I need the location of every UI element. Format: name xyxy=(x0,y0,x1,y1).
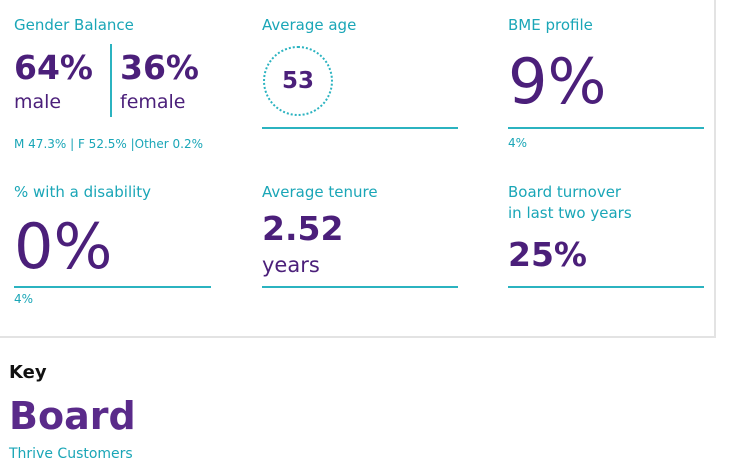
average-age-label: Average age xyxy=(262,16,357,34)
disability-rule xyxy=(14,286,211,288)
board-turnover-value: 25% xyxy=(508,235,587,274)
male-label: male xyxy=(14,91,62,113)
average-age-value: 53 xyxy=(281,68,314,94)
average-tenure-label: Average tenure xyxy=(262,183,378,201)
bme-rule xyxy=(508,127,704,129)
female-label: female xyxy=(120,91,186,113)
board-turnover-label-line1: Board turnover xyxy=(508,183,622,201)
average-tenure-value: 2.52 xyxy=(262,209,344,248)
average-age-circle: 53 xyxy=(263,46,333,116)
bme-profile-value: 9% xyxy=(508,45,607,118)
key-board-title: Board xyxy=(9,394,136,438)
gender-divider xyxy=(110,44,112,117)
disability-value: 0% xyxy=(14,210,113,283)
key-subtitle: Thrive Customers xyxy=(9,446,133,462)
bme-note: 4% xyxy=(508,136,528,150)
board-turnover-label-line2: in last two years xyxy=(508,204,632,222)
male-percent: 64% xyxy=(14,48,93,87)
bme-profile-label: BME profile xyxy=(508,16,593,34)
stats-panel: Gender Balance 64% male 36% female M 47.… xyxy=(0,0,716,338)
tenure-rule xyxy=(262,286,458,288)
key-heading: Key xyxy=(9,362,47,383)
disability-label: % with a disability xyxy=(14,183,152,201)
average-tenure-unit: years xyxy=(262,253,320,277)
gender-breakdown-note: M 47.3% | F 52.5% |Other 0.2% xyxy=(14,137,204,151)
disability-note: 4% xyxy=(14,292,34,306)
gender-balance-label: Gender Balance xyxy=(14,16,134,34)
female-percent: 36% xyxy=(120,48,199,87)
turnover-rule xyxy=(508,286,704,288)
age-rule xyxy=(262,127,458,129)
